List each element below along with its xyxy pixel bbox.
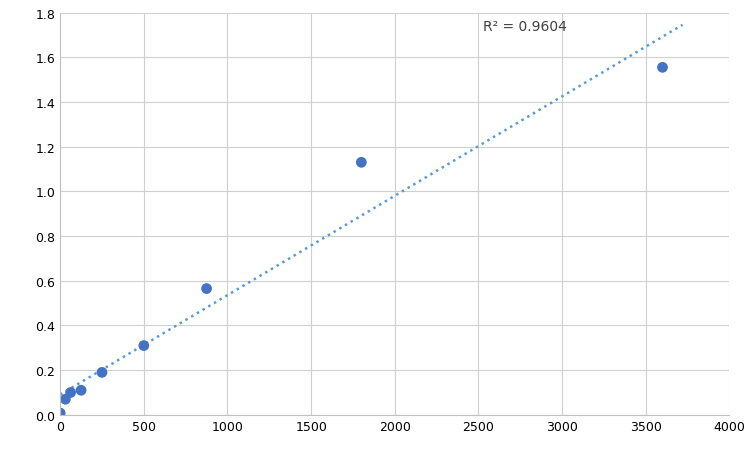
Point (59, 396, 71, 403)
Point (355, 159, 367, 166)
Point (201, 285, 213, 293)
Point (65, 389, 77, 396)
Point (75, 387, 87, 394)
Point (138, 342, 150, 350)
Point (54, 410, 66, 417)
Point (656, 64, 669, 72)
Text: R² = 0.9604: R² = 0.9604 (484, 20, 567, 33)
Point (96, 369, 108, 376)
